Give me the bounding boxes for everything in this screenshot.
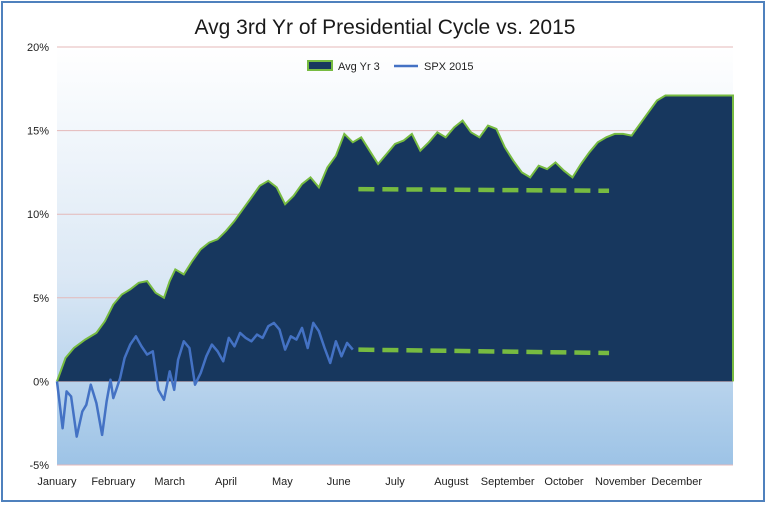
y-tick-label: 15%	[27, 126, 49, 138]
y-tick-label: 5%	[33, 293, 49, 305]
x-tick-label: February	[91, 476, 136, 488]
y-tick-label: 10%	[27, 209, 49, 221]
dashed-trend-line-2	[358, 347, 610, 356]
x-tick-label: October	[544, 476, 583, 488]
x-tick-label: May	[272, 476, 293, 488]
x-tick-label: November	[595, 476, 646, 488]
x-axis-ticks: January February March April May June July Augu…	[37, 476, 702, 488]
area-series-avg-yr3	[57, 95, 733, 382]
legend-label-spx-2015: SPX 2015	[424, 61, 474, 73]
y-tick-label: 20%	[27, 42, 49, 54]
y-tick-label: -5%	[29, 460, 49, 472]
x-tick-label: April	[215, 476, 237, 488]
legend-swatch-avg-yr3	[307, 60, 333, 71]
x-tick-label: January	[37, 476, 77, 488]
area-series-edge	[56, 94, 734, 382]
line-series-spx-2015	[55, 321, 354, 438]
x-tick-label: September	[481, 476, 535, 488]
x-tick-label: December	[651, 476, 702, 488]
legend: Avg Yr 3 SPX 2015	[307, 60, 474, 73]
legend-label-avg-yr3: Avg Yr 3	[338, 61, 380, 73]
dashed-trend-line-1	[358, 186, 610, 194]
y-tick-label: 0%	[33, 376, 49, 388]
chart-title: Avg 3rd Yr of Presidential Cycle vs. 201…	[194, 16, 576, 39]
x-tick-label: March	[154, 476, 185, 488]
y-axis-ticks: 20% 15% 10% 5% 0% -5%	[27, 42, 49, 472]
x-tick-label: July	[385, 476, 405, 488]
x-tick-label: August	[434, 476, 468, 488]
area-series-layer	[56, 94, 734, 382]
x-tick-label: June	[327, 476, 351, 488]
line-series-layer	[55, 321, 354, 438]
annotation-layer	[358, 186, 610, 356]
